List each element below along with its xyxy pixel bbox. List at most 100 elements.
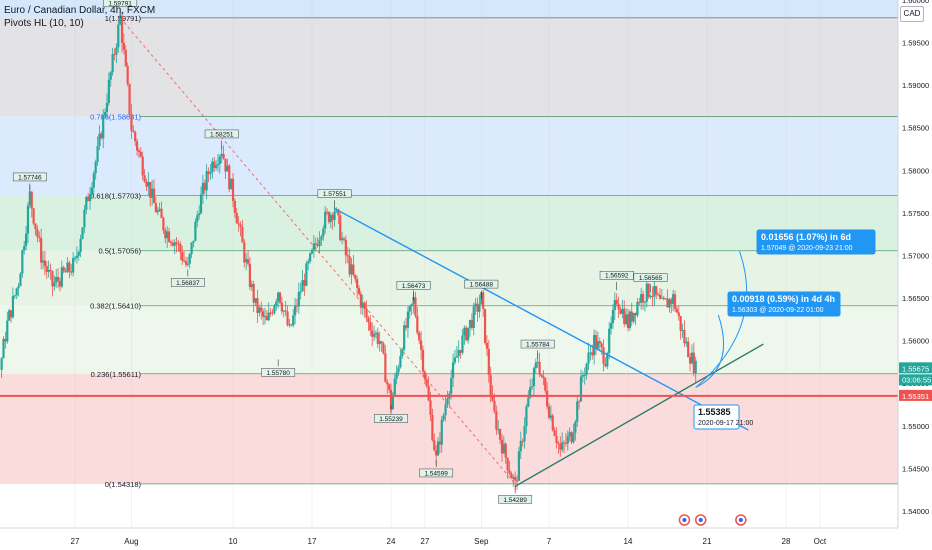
candle-body [100,133,103,139]
candle-body [122,42,126,50]
projection-curve [695,314,725,388]
candle-body [589,352,592,354]
candle-body [128,83,131,115]
x-tick-label: 24 [387,537,396,546]
candle-body [506,457,509,471]
candle-body [374,332,378,334]
candle-body [497,429,500,431]
candle-body [459,349,462,353]
candle-body [28,191,31,206]
candle-body [167,231,171,242]
candle-body [64,271,67,273]
candle-body [562,442,566,444]
candle-body [203,182,206,191]
candle-body [608,328,611,353]
candle-body [356,279,359,289]
indicator-label: Pivots HL (10, 10) [4,18,84,29]
candle-body [55,277,58,283]
currency-badge[interactable]: CAD [900,6,924,22]
candle-body [85,196,88,210]
fib-zone [0,195,898,251]
trend-line-down [334,207,749,431]
candle-body [354,274,357,280]
candle-body [382,343,385,354]
candle-body [309,253,312,262]
candle-body [611,309,615,324]
candle-body [158,208,161,211]
candle-body [30,191,33,209]
candle-body [508,470,511,474]
candle-body [147,182,150,187]
candle-body [222,153,225,159]
candle-body [316,244,319,247]
candle-body [188,254,191,264]
candle-body [529,387,532,398]
candle-body [120,15,124,43]
candle-body [310,249,314,254]
candle-body [56,277,60,282]
y-tick-label: 1.54500 [902,464,929,473]
candle-body [495,411,498,430]
candle-body [613,299,616,310]
candle-body [331,214,334,221]
candle-body [619,309,622,314]
x-tick-label: Aug [124,537,138,546]
candle-body [536,361,539,363]
target-annotation-1-title: 0.01656 (1.07%) in 6d [761,232,851,242]
fib-zone [0,116,898,196]
candle-body [442,415,445,420]
candle-body [493,400,496,412]
candle-body [53,282,56,287]
y-tick-label: 1.56500 [902,294,929,303]
pivot-label: 1.56565 [639,275,663,282]
candle-body [498,429,502,440]
candle-body [421,349,425,372]
candle-body [401,349,404,356]
candle-body [24,233,28,246]
candle-body [365,308,368,318]
candle-body [68,262,71,272]
symbol-title: Euro / Canadian Dollar, 4h, FXCM [4,5,156,16]
pivot-box [520,339,555,349]
candle-body [62,267,65,272]
x-tick-label: Oct [814,537,827,546]
candle-body [90,187,94,195]
candle-body [213,161,216,169]
candle-body [636,301,639,316]
candle-body [75,255,78,258]
candle-body [269,312,272,314]
candle-body [36,229,39,237]
pivot-box [396,281,431,290]
candle-body [77,251,80,256]
candle-body [389,389,393,410]
candle-body [277,292,280,302]
candle-body [593,335,596,356]
candle-body [17,286,20,289]
candle-body [41,260,45,263]
candle-body [653,286,656,297]
candle-body [564,442,568,444]
candle-body [425,379,428,386]
candle-body [514,477,517,481]
candle-body [446,398,449,405]
candle-body [404,325,408,328]
candle-body [444,404,447,416]
candle-body [476,303,479,312]
time-axis-background [0,528,898,550]
candle-body [322,228,325,237]
candle-body [154,203,157,213]
candle-body [431,414,434,441]
target-annotation-2-box [727,291,841,317]
candle-body [630,311,633,322]
fib-level-label: 0.236(1.55611) [91,370,142,379]
support-price-tag [899,389,932,401]
y-tick-label: 1.59000 [902,81,929,90]
candle-body [15,288,18,296]
candle-body [113,54,116,56]
candle-body [521,440,524,442]
candle-body [388,384,391,390]
candle-body [656,294,660,296]
candle-body [243,242,246,263]
candle-body [451,362,455,378]
